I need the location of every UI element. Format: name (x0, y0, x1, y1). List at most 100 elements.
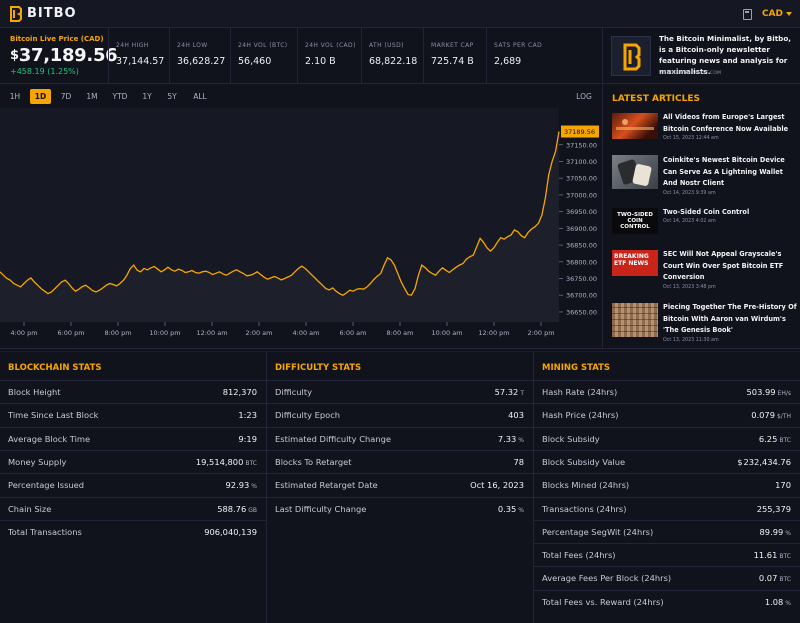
price-change: +458.19 (1.25%) (10, 67, 79, 76)
article-item[interactable]: BREAKING ETF NEWS SEC Will Not Appeal Gr… (612, 250, 798, 295)
stat-row-value: 906,040,139 (204, 526, 257, 537)
stat-row: Chain Size 588.76 GB (0, 496, 266, 520)
article-item[interactable]: TWO-SIDED COIN CONTROL Two-Sided Coin Co… (612, 208, 798, 238)
stat-row-value-wrap: 0.07 BTC (759, 573, 791, 583)
stat-label: 24H VOL (CAD) (305, 42, 356, 49)
price-chart-svg: 37150.00 37100.00 37050.00 37000.00 36950.00… (0, 108, 599, 337)
stat-row-label: Money Supply (8, 456, 67, 467)
article-thumbnail (612, 155, 658, 189)
x-tick-label: 4:00 am (293, 329, 320, 337)
panel-title: DIFFICULTY STATS (275, 363, 362, 373)
x-tick-label: 12:00 am (196, 329, 227, 337)
thumbnail-caption: TWO-SIDED COIN CONTROL (617, 212, 653, 230)
article-date: Oct 14, 2023 4:02 am (663, 219, 716, 224)
timeframe-1m[interactable]: 1M (86, 92, 98, 101)
stat-value: 56,460 (238, 56, 272, 67)
price-chart[interactable]: 37150.00 37100.00 37050.00 37000.00 36950.00… (0, 108, 601, 348)
stat-row-value: 0.07 (758, 573, 778, 584)
stat-value: 2.10 B (305, 56, 336, 67)
timeframe-1d[interactable]: 1D (30, 89, 51, 104)
stat-row-label: Last Difficulty Change (275, 503, 367, 514)
stat-row-label: Blocks To Retarget (275, 456, 352, 467)
section-divider (0, 348, 800, 349)
stat-row: Blocks Mined (24hrs) 170 (534, 473, 800, 496)
article-item[interactable]: All Videos from Europe's Largest Bitcoin… (612, 113, 798, 149)
stat-row-unit: BTC (779, 436, 791, 444)
stat-row: Hash Price (24hrs) 0.079 $/TH (534, 403, 800, 426)
difficulty-stats-panel: DIFFICULTY STATS Difficulty 57.32 T Difficu… (266, 352, 533, 623)
stat-row-label: Time Since Last Block (8, 410, 99, 421)
stat-row-value: 7.33 (497, 433, 517, 444)
stat-row-value: 6.25 (758, 433, 778, 444)
stat-row-value-wrap: 6.25 BTC (759, 434, 791, 444)
timeframe-1y[interactable]: 1Y (142, 92, 152, 101)
stat-row-value-wrap: 11.61 BTC (754, 550, 791, 560)
x-tick-label: 10:00 am (431, 329, 462, 337)
x-tick-label: 4:00 pm (10, 329, 37, 337)
stat-row-label: Chain Size (8, 503, 52, 514)
timeframe-5y[interactable]: 5Y (167, 92, 177, 101)
stat-row-value: 0.079 (751, 410, 775, 421)
stat-row: Block Subsidy 6.25 BTC (534, 426, 800, 450)
x-tick-label: 2:00 pm (527, 329, 554, 337)
article-title: All Videos from Europe's Largest Bitcoin… (663, 113, 789, 133)
stat-row: Average Fees Per Block (24hrs) 0.07 BTC (534, 566, 800, 589)
article-item[interactable]: Piecing Together The Pre-History Of Bitc… (612, 303, 798, 348)
article-thumbnail (612, 113, 658, 139)
currency-selector[interactable]: CAD (762, 9, 792, 19)
stat-row-value: 403 (508, 410, 524, 421)
timeframe-all[interactable]: ALL (193, 92, 207, 101)
stat-row-value-wrap: 403 (508, 410, 524, 420)
x-tick-label: 8:00 pm (104, 329, 131, 337)
bitbo-logo-icon (10, 5, 22, 22)
stat-row-label: Block Height (8, 387, 61, 397)
stat-row-value-wrap: 9:19 (238, 434, 257, 444)
timeframe-ytd[interactable]: YTD (112, 92, 128, 101)
y-tick-label: 36750.00 (566, 275, 597, 283)
y-tick-label: 36850.00 (566, 242, 597, 250)
timeframe-7d[interactable]: 7D (60, 92, 72, 101)
stat-row-label: Percentage Issued (8, 480, 85, 491)
bitbo-logo[interactable]: BITBO (9, 5, 77, 22)
stat-row-value-wrap: 19,514,800 BTC (196, 457, 257, 467)
stat-row-value-wrap: 57.32 T (495, 387, 524, 397)
newsletter-promo[interactable]: The Bitcoin Minimalist, by Bitbo, is a B… (602, 28, 800, 84)
timeframe-1h[interactable]: 1H (9, 92, 21, 101)
stat-row-label: Block Subsidy Value (542, 456, 626, 467)
stat-label: 24H LOW (177, 42, 208, 49)
stat-row-value: 1.08 (764, 596, 784, 607)
stat-label: 24H HIGH (116, 42, 149, 49)
stat-row-unit: % (785, 529, 791, 537)
stat-row-value: 19,514,800 (195, 456, 244, 467)
y-tick-label: 37050.00 (566, 175, 597, 183)
article-date: Oct 14, 2023 9:39 am (663, 191, 716, 196)
brand-name: BITBO (27, 6, 77, 21)
article-item[interactable]: Coinkite's Newest Bitcoin Device Can Ser… (612, 155, 798, 201)
y-tick-label: 36900.00 (566, 225, 597, 233)
stat-row: Estimated Difficulty Change 7.33% (267, 426, 533, 450)
stat-row: Estimated Retarget Date Oct 16, 2023 (267, 473, 533, 496)
stat-row-label: Block Subsidy (542, 433, 600, 444)
stat-row: Percentage SegWit (24hrs) 89.99% (534, 519, 800, 543)
stat-row-label: Difficulty (275, 387, 313, 397)
log-scale-toggle[interactable]: LOG (576, 92, 592, 101)
stat-row-prefix: $ (737, 457, 743, 467)
mining-stats-panel: MINING STATS Hash Rate (24hrs) 503.99 EH/s… (533, 352, 800, 623)
stat-row-value: 11.61 (753, 550, 778, 561)
stat-row-unit: $/TH (776, 413, 791, 421)
stat-row-value-wrap: 1.08% (765, 597, 791, 607)
stat-row-label: Total Fees vs. Reward (24hrs) (542, 596, 664, 607)
stat-row-value-wrap: 812,370 (223, 387, 257, 397)
promo-url[interactable]: BITCOINMINIMALIST.COM (659, 71, 722, 76)
stat-row-value-wrap: Oct 16, 2023 (470, 480, 524, 490)
stat-row-value-wrap: 7.33% (498, 434, 524, 444)
price-line (0, 131, 560, 296)
stat-label: SATS PER CAD (494, 42, 543, 49)
article-date: Oct 15, 2023 12:44 am (663, 136, 719, 141)
stat-row-label: Percentage SegWit (24hrs) (542, 526, 654, 537)
stat-row-value-wrap: 1:23 (238, 410, 257, 420)
calculator-icon[interactable] (742, 8, 752, 20)
y-tick-label: 36800.00 (566, 258, 597, 266)
section-divider (0, 351, 800, 352)
stat-market-cap: MARKET CAP 725.74 B (423, 28, 486, 84)
